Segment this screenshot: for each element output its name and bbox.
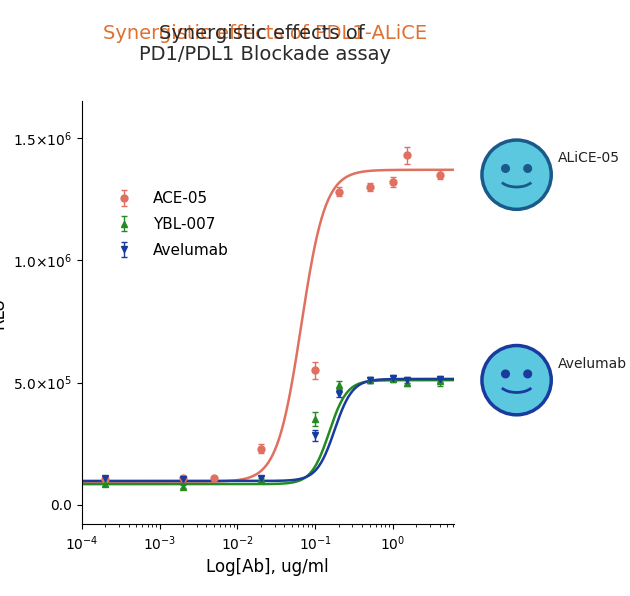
X-axis label: Log[Ab], ug/ml: Log[Ab], ug/ml [207,558,329,576]
Text: ALiCE-05: ALiCE-05 [558,151,619,165]
Text: Avelumab: Avelumab [558,357,627,371]
Text: Synergistic effects of PDL1-ALiCE: Synergistic effects of PDL1-ALiCE [103,24,427,43]
Text: PD1/PDL1 Blockade assay: PD1/PDL1 Blockade assay [139,45,391,64]
Legend: ACE-05, YBL-007, Avelumab: ACE-05, YBL-007, Avelumab [101,185,234,264]
Y-axis label: RLU: RLU [0,297,8,329]
Text: Synergistic effects of: Synergistic effects of [159,24,370,43]
